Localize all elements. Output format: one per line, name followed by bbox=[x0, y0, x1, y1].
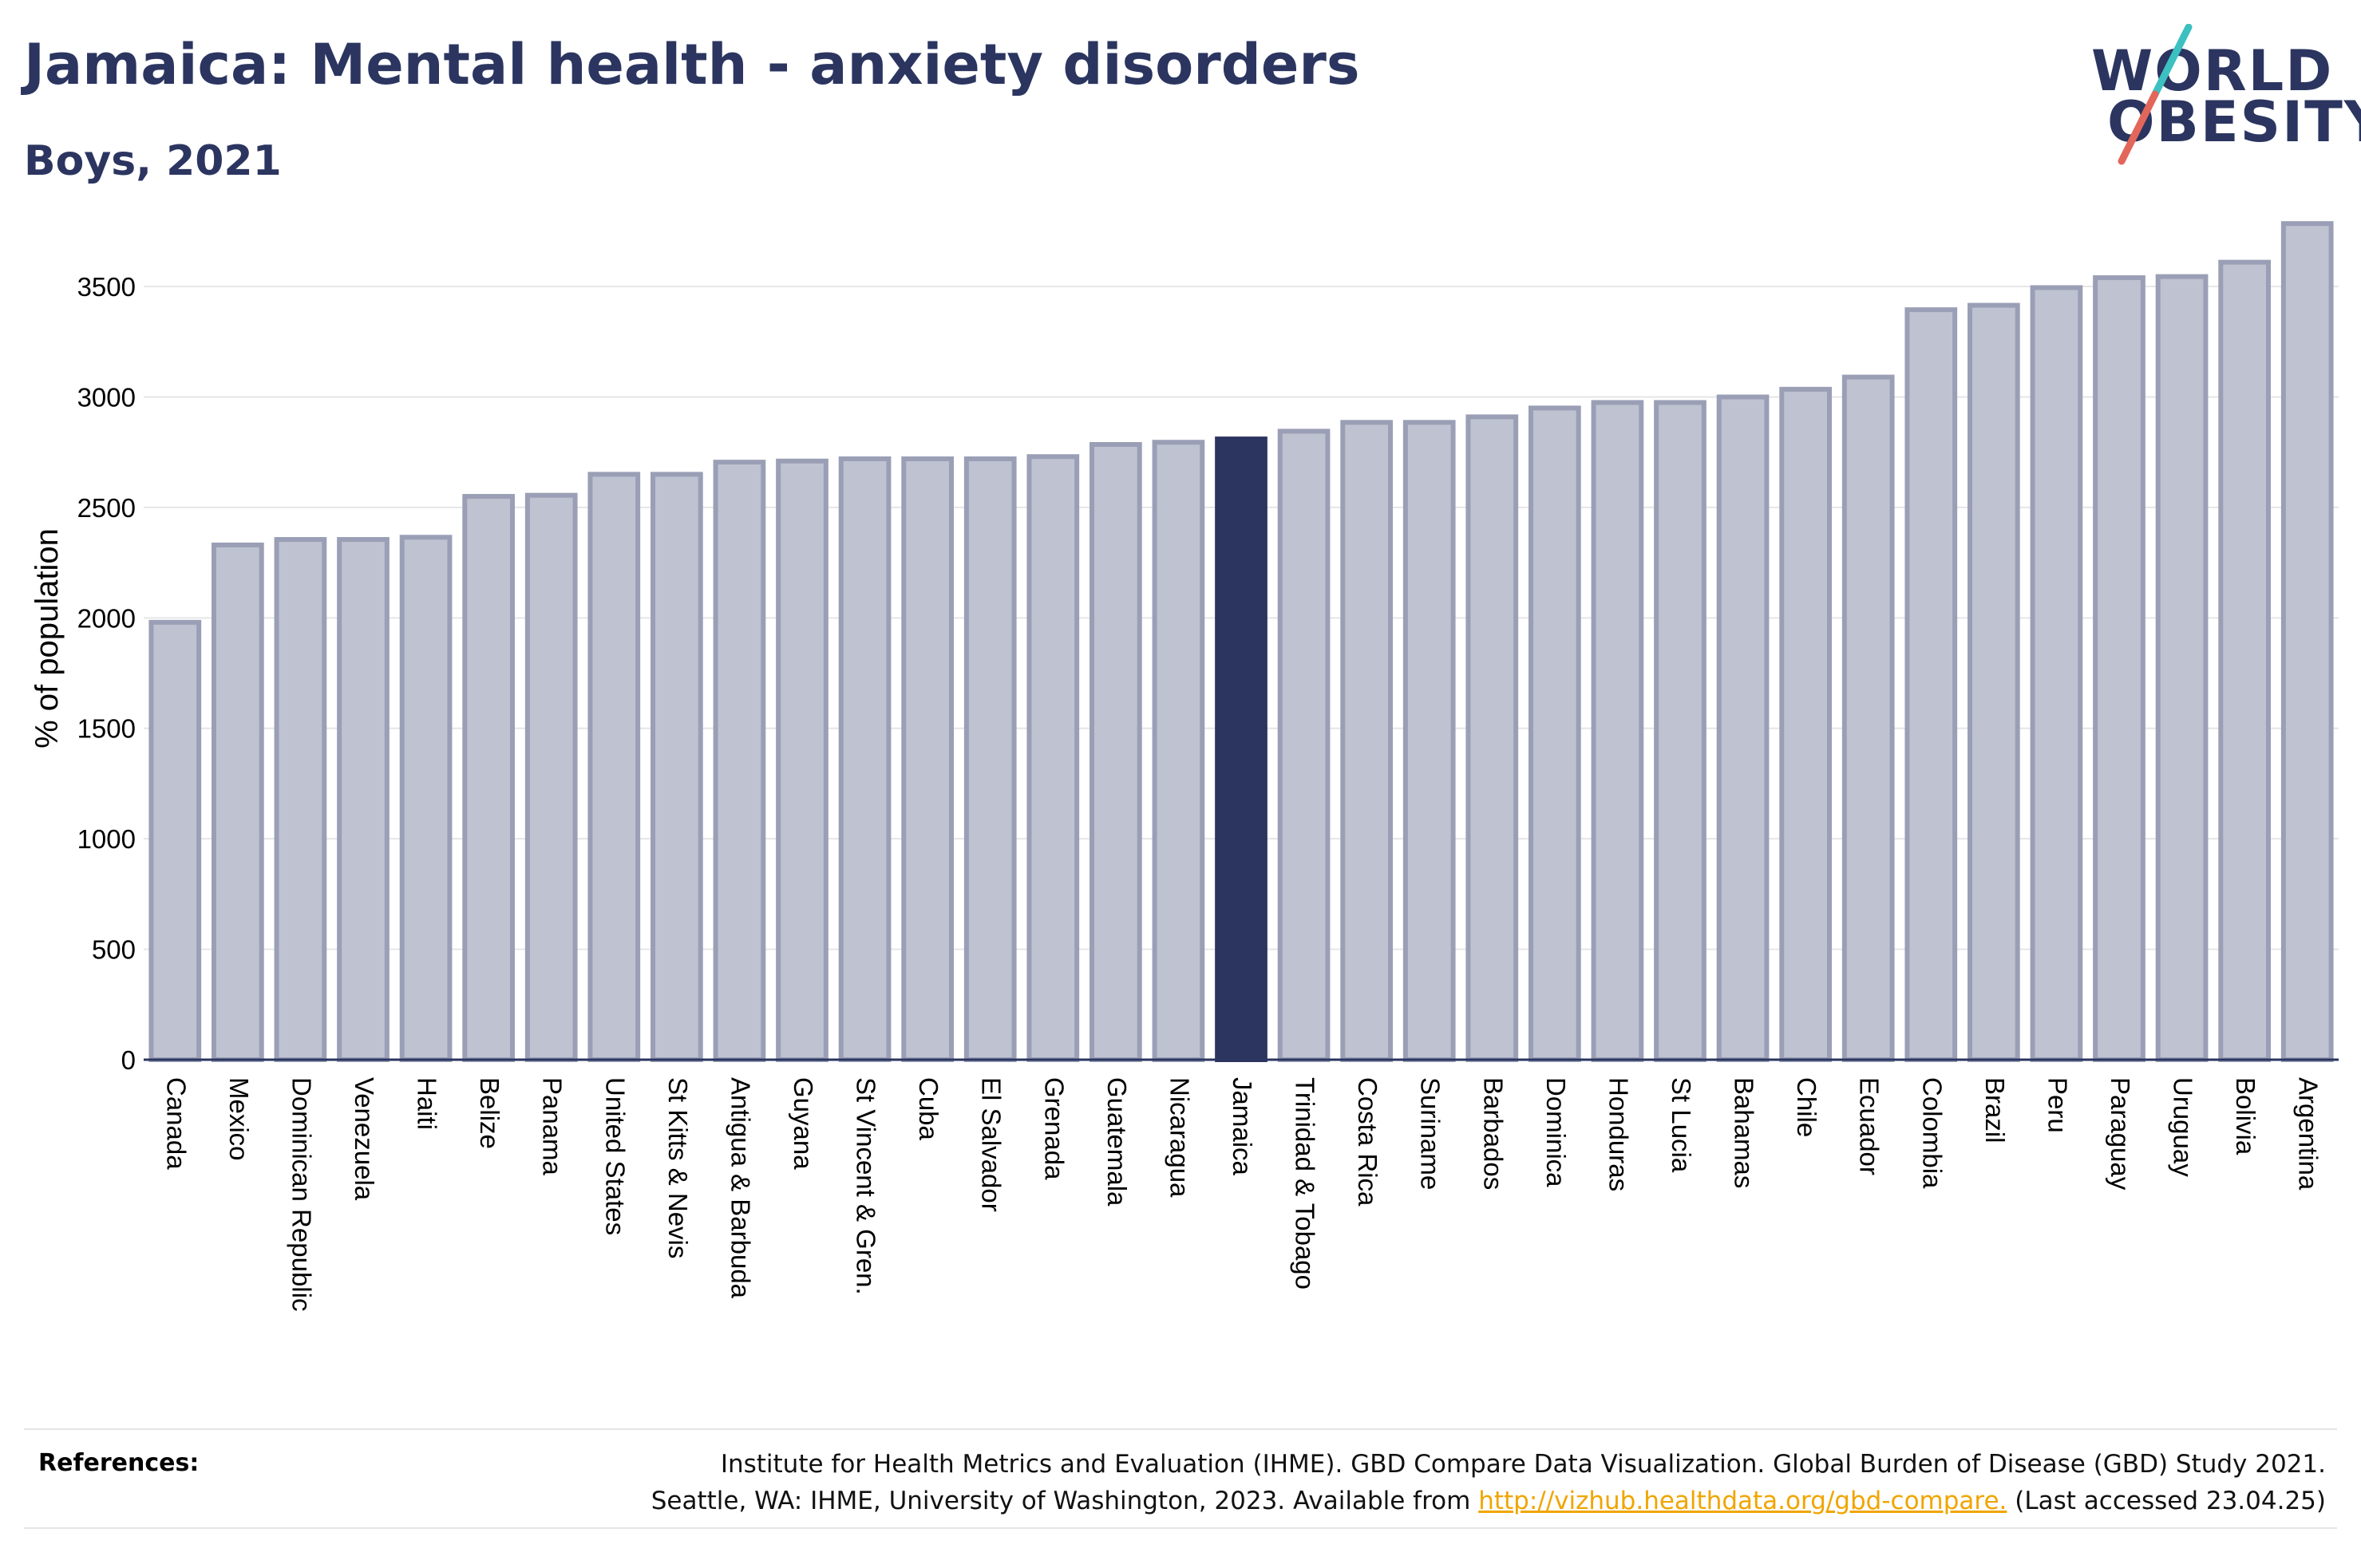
x-tick-label: Belize bbox=[475, 1077, 504, 1149]
y-tick-label: 1000 bbox=[77, 824, 136, 854]
references-label: References: bbox=[38, 1449, 200, 1477]
bar-paraguay bbox=[2093, 274, 2145, 1062]
y-tick-label: 3500 bbox=[77, 272, 136, 302]
bar-venezuela bbox=[337, 537, 390, 1062]
bar-chile bbox=[1779, 386, 1832, 1062]
x-tick-label: St Vincent & Gren. bbox=[852, 1077, 881, 1295]
bar-jamaica bbox=[1215, 436, 1268, 1062]
bar-bolivia bbox=[2218, 259, 2271, 1063]
x-tick-label: Cuba bbox=[914, 1077, 943, 1141]
x-tick-label: Brazil bbox=[1980, 1077, 2010, 1143]
x-tick-label: United States bbox=[600, 1077, 630, 1235]
bar-guatemala bbox=[1090, 441, 1142, 1062]
bar-dominica bbox=[1529, 405, 1581, 1062]
x-tick-label: Bahamas bbox=[1730, 1077, 1759, 1188]
bar-grenada bbox=[1026, 454, 1080, 1062]
x-tick-label: Panama bbox=[538, 1077, 568, 1176]
x-tick-label: Barbados bbox=[1478, 1077, 1508, 1190]
bar-nicaragua bbox=[1152, 440, 1205, 1062]
x-tick-label: Dominican Republic bbox=[287, 1077, 316, 1311]
x-tick-label: Bolivia bbox=[2231, 1077, 2260, 1155]
x-tick-label: El Salvador bbox=[977, 1077, 1006, 1212]
x-tick-label: Uruguay bbox=[2169, 1077, 2198, 1177]
x-tick-label: Chile bbox=[1792, 1077, 1821, 1137]
y-tick-label: 500 bbox=[92, 935, 136, 965]
bar-st-kitts-nevis bbox=[651, 472, 703, 1062]
x-tick-label: Mexico bbox=[224, 1077, 254, 1161]
x-tick-label: Guyana bbox=[789, 1077, 818, 1170]
page-subtitle: Boys, 2021 bbox=[24, 137, 282, 185]
logo-word-world: WORLD bbox=[2091, 38, 2334, 104]
y-tick-label: 2500 bbox=[77, 493, 136, 523]
x-tick-label: Argentina bbox=[2294, 1077, 2323, 1191]
y-axis-title: % of population bbox=[30, 528, 65, 748]
x-tick-label: Peru bbox=[2043, 1077, 2072, 1133]
x-tick-label: Suriname bbox=[1416, 1077, 1445, 1190]
x-tick-label: Costa Rica bbox=[1353, 1077, 1382, 1207]
x-tick-label: St Kitts & Nevis bbox=[663, 1077, 693, 1258]
bar-costa-rica bbox=[1340, 420, 1394, 1062]
bar-bahamas bbox=[1716, 394, 1770, 1062]
reference-link[interactable]: http://vizhub.healthdata.org/gbd-compare… bbox=[1478, 1487, 2007, 1515]
world-obesity-logo: WORLD OBESITY bbox=[2075, 24, 2361, 168]
x-tick-label: Trinidad & Tobago bbox=[1291, 1077, 1320, 1290]
bar-united-states bbox=[587, 472, 641, 1062]
bar-honduras bbox=[1591, 400, 1644, 1063]
y-axis-ticks: 0 500 1000 1500 2000 2500 3000 3500 bbox=[77, 272, 136, 1075]
x-tick-label: Antigua & Barbuda bbox=[726, 1077, 755, 1299]
x-tick-label: Venezuela bbox=[350, 1077, 379, 1201]
bar-ecuador bbox=[1841, 374, 1895, 1062]
x-tick-label: Jamaica bbox=[1228, 1077, 1257, 1176]
x-tick-label: Colombia bbox=[1917, 1077, 1947, 1189]
bar-chart: 0 500 1000 1500 2000 2500 3000 3500 Canada Mexic… bbox=[30, 221, 2339, 1311]
x-tick-label: Dominica bbox=[1541, 1077, 1571, 1187]
bar-dominican-republic bbox=[274, 537, 327, 1062]
bar-guyana bbox=[776, 458, 829, 1062]
x-axis-labels: Canada Mexico Dominican Republic Venezuela H… bbox=[161, 1077, 2323, 1311]
page-title: Jamaica: Mental health - anxiety disorde… bbox=[24, 32, 1360, 97]
x-tick-label: Canada bbox=[161, 1077, 191, 1170]
x-tick-label: Haiti bbox=[413, 1077, 442, 1130]
bar-suriname bbox=[1402, 420, 1456, 1062]
bar-mexico bbox=[212, 542, 264, 1062]
bar-antigua-barbuda bbox=[713, 460, 766, 1062]
bar-barbados bbox=[1465, 414, 1519, 1062]
bar-panama bbox=[524, 492, 578, 1062]
reference-line-2-prefix: Seattle, WA: IHME, University of Washing… bbox=[651, 1487, 1471, 1515]
x-tick-label: Ecuador bbox=[1855, 1077, 1884, 1175]
bar-peru bbox=[2030, 285, 2083, 1062]
chart-bars bbox=[148, 221, 2334, 1063]
bar-colombia bbox=[1904, 307, 1958, 1063]
references-text: Institute for Health Metrics and Evaluat… bbox=[570, 1446, 2326, 1519]
y-tick-label: 3000 bbox=[77, 382, 136, 412]
bar-argentina bbox=[2280, 221, 2334, 1063]
x-tick-label: St Lucia bbox=[1667, 1077, 1696, 1173]
bar-belize bbox=[462, 494, 515, 1062]
bar-trinidad-tobago bbox=[1277, 429, 1331, 1062]
y-tick-label: 1500 bbox=[77, 714, 136, 744]
x-tick-label: Paraguay bbox=[2106, 1077, 2135, 1191]
bar-haiti bbox=[399, 535, 453, 1062]
logo-slash-icon bbox=[2118, 24, 2193, 165]
x-tick-label: Nicaragua bbox=[1165, 1077, 1194, 1198]
bar-el-salvador bbox=[963, 456, 1017, 1062]
reference-line-1: Institute for Health Metrics and Evaluat… bbox=[720, 1450, 2326, 1479]
bar-st-vincent-gren- bbox=[838, 456, 892, 1062]
bar-cuba bbox=[901, 456, 955, 1062]
reference-line-2-suffix: (Last accessed 23.04.25) bbox=[2015, 1487, 2326, 1515]
y-tick-label: 0 bbox=[121, 1045, 136, 1075]
bar-canada bbox=[148, 619, 202, 1062]
references-section: References: Institute for Health Metrics… bbox=[24, 1428, 2337, 1529]
x-tick-label: Honduras bbox=[1604, 1077, 1633, 1191]
bar-uruguay bbox=[2155, 274, 2209, 1062]
y-tick-label: 2000 bbox=[77, 603, 136, 633]
bar-brazil bbox=[1968, 302, 2020, 1062]
x-tick-label: Guatemala bbox=[1102, 1077, 1132, 1207]
bar-st-lucia bbox=[1654, 400, 1706, 1063]
x-tick-label: Grenada bbox=[1039, 1077, 1069, 1180]
